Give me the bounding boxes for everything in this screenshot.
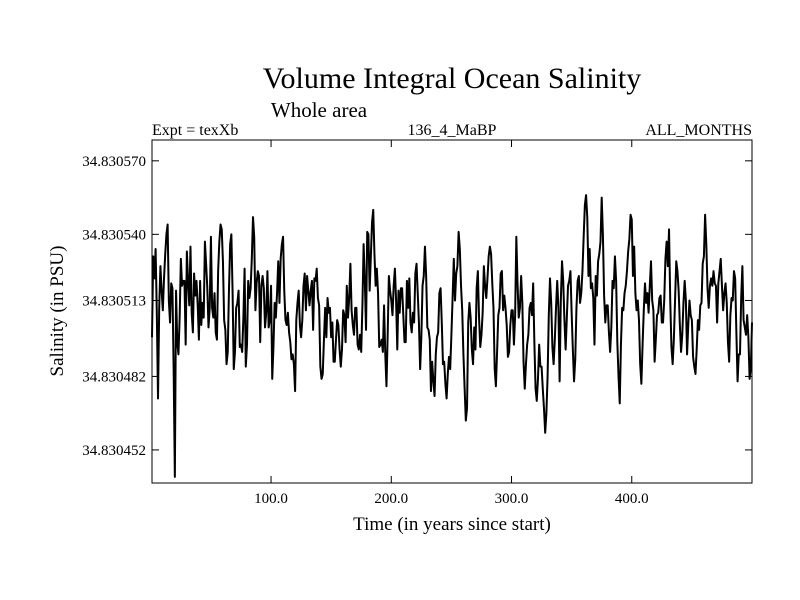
x-tick-label: 300.0 [495, 491, 529, 507]
y-tick-label: 34.830482 [82, 369, 146, 385]
months-label: ALL_MONTHS [645, 122, 752, 139]
plot-frame [151, 139, 753, 484]
x-axis-ticks: 100.0 200.0 300.0 400.0 [254, 140, 649, 507]
x-tick-label: 400.0 [615, 491, 649, 507]
chart-subtitle: Whole area [271, 98, 368, 122]
y-tick-label: 34.830540 [82, 227, 146, 243]
experiment-label: Expt = texXb [152, 122, 238, 139]
run-id-label: 136_4_MaBP [408, 122, 497, 139]
x-axis-label: Time (in years since start) [353, 514, 551, 535]
chart-title: Volume Integral Ocean Salinity [263, 62, 642, 95]
salinity-series-line [151, 194, 753, 478]
y-tick-label: 34.830570 [82, 154, 146, 170]
y-axis-ticks: 34.830452 34.830482 34.830513 34.830540 34.8… [82, 154, 752, 459]
x-tick-label: 100.0 [254, 491, 288, 507]
y-axis-label: Salinity (in PSU) [47, 246, 68, 377]
x-tick-label: 200.0 [374, 491, 408, 507]
y-tick-label: 34.830513 [82, 293, 146, 309]
y-tick-label: 34.830452 [82, 443, 146, 459]
